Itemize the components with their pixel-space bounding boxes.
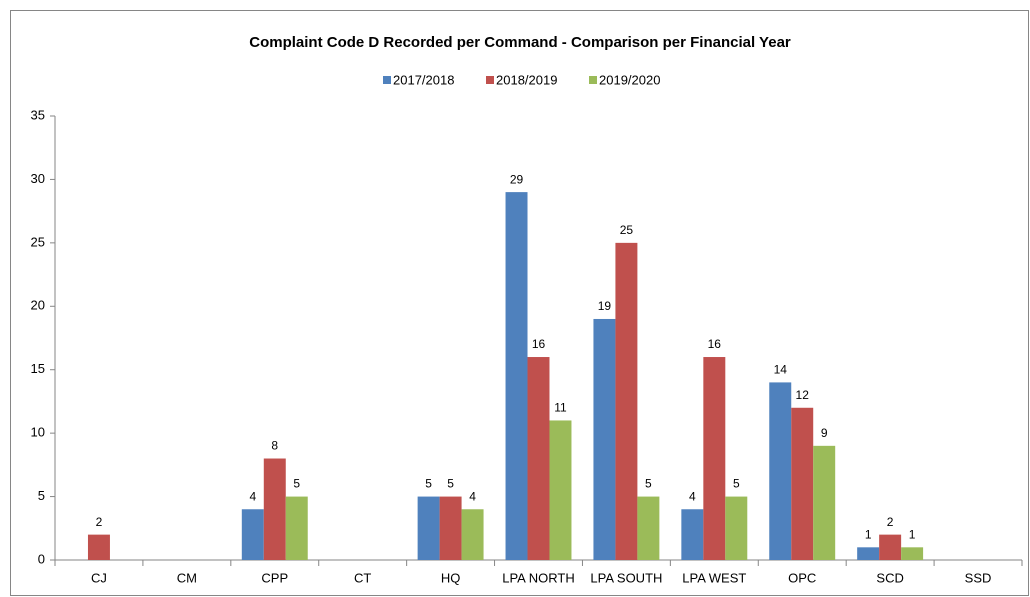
data-label: 5 — [733, 477, 740, 491]
data-label: 19 — [598, 299, 612, 313]
legend-label: 2018/2019 — [496, 72, 557, 87]
data-label: 29 — [510, 172, 524, 186]
bar — [637, 496, 660, 560]
x-tick-label: CT — [354, 570, 371, 585]
bar — [439, 496, 462, 560]
x-tick-label: CPP — [261, 570, 288, 585]
data-label: 2 — [887, 515, 894, 529]
bar — [615, 242, 638, 560]
y-tick-label: 5 — [38, 488, 45, 503]
bar — [505, 192, 528, 560]
data-label: 5 — [645, 477, 652, 491]
chart-title: Complaint Code D Recorded per Command - … — [249, 34, 791, 51]
bar — [901, 547, 924, 560]
bar — [87, 534, 110, 560]
x-tick-label: CJ — [91, 570, 107, 585]
bar — [703, 357, 726, 560]
bar — [549, 420, 572, 560]
bar — [527, 357, 550, 560]
x-tick-label: LPA SOUTH — [590, 570, 662, 585]
bar — [461, 509, 484, 560]
bar — [593, 318, 616, 560]
legend-swatch — [383, 76, 391, 84]
data-label: 4 — [469, 489, 476, 503]
data-label: 5 — [447, 477, 454, 491]
legend-label: 2019/2020 — [599, 72, 660, 87]
legend-swatch — [589, 76, 597, 84]
data-label: 14 — [774, 363, 788, 377]
data-label: 9 — [821, 426, 828, 440]
bar — [769, 382, 792, 560]
x-tick-label: HQ — [441, 570, 461, 585]
data-label: 4 — [689, 489, 696, 503]
x-tick-label: CM — [177, 570, 197, 585]
x-tick-label: LPA NORTH — [502, 570, 574, 585]
data-label: 12 — [796, 388, 810, 402]
y-tick-label: 20 — [31, 298, 45, 313]
bar — [417, 496, 440, 560]
data-label: 25 — [620, 223, 634, 237]
y-tick-label: 25 — [31, 234, 45, 249]
data-label: 11 — [554, 401, 567, 415]
data-label: 8 — [271, 439, 278, 453]
data-label: 4 — [249, 489, 256, 503]
x-tick-label: OPC — [788, 570, 816, 585]
data-label: 1 — [865, 527, 872, 541]
data-label: 16 — [708, 337, 722, 351]
bar — [857, 547, 880, 560]
y-tick-label: 10 — [31, 425, 45, 440]
y-tick-label: 15 — [31, 361, 45, 376]
data-label: 2 — [96, 515, 103, 529]
y-tick-label: 35 — [31, 107, 45, 122]
data-label: 1 — [909, 527, 916, 541]
data-label: 5 — [425, 477, 432, 491]
bar — [725, 496, 748, 560]
y-tick-label: 0 — [38, 551, 45, 566]
bar — [813, 445, 836, 560]
data-label: 5 — [293, 477, 300, 491]
bar — [791, 407, 814, 560]
legend-swatch — [486, 76, 494, 84]
bar — [681, 509, 704, 560]
bar — [285, 496, 308, 560]
x-tick-label: SSD — [965, 570, 992, 585]
x-tick-label: SCD — [876, 570, 903, 585]
y-tick-label: 30 — [31, 171, 45, 186]
bar — [241, 509, 264, 560]
data-label: 16 — [532, 337, 546, 351]
legend-label: 2017/2018 — [393, 72, 454, 87]
x-tick-label: LPA WEST — [682, 570, 746, 585]
bar — [263, 458, 286, 560]
bar — [879, 534, 902, 560]
